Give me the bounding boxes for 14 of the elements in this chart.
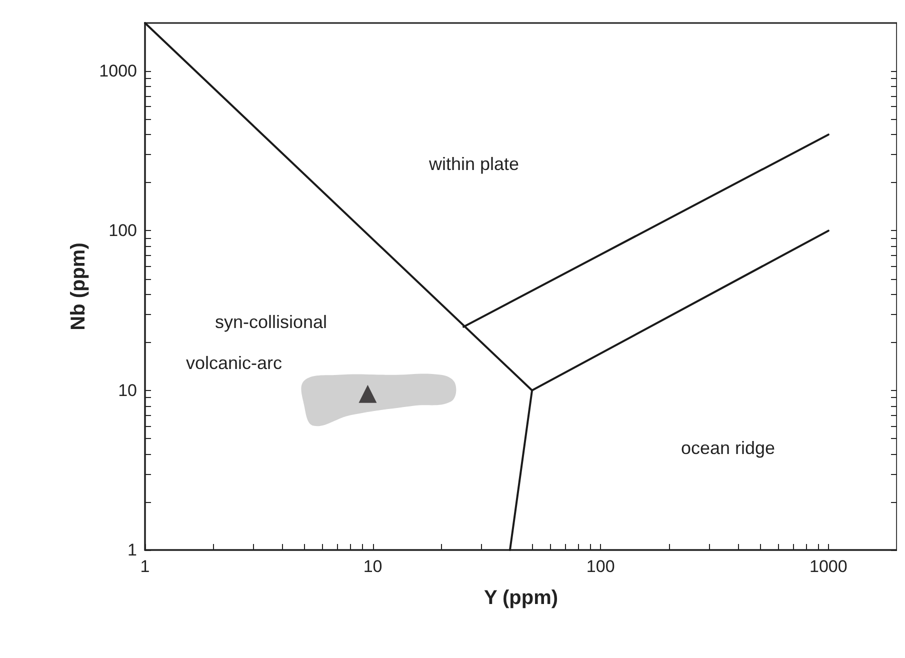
annotation: ocean ridge bbox=[681, 438, 776, 458]
x-tick-label: 10 bbox=[363, 557, 382, 576]
annotation: volcanic-arc bbox=[186, 353, 282, 373]
annotation: within plate bbox=[428, 154, 520, 174]
x-tick-label: 1000 bbox=[810, 557, 848, 576]
x-tick-label: 1 bbox=[140, 557, 150, 576]
annotation: syn-collisional bbox=[215, 312, 328, 332]
y-tick-label: 1000 bbox=[99, 62, 137, 81]
y-tick-label: 100 bbox=[108, 221, 137, 240]
x-axis-title: Y (ppm) bbox=[484, 587, 558, 609]
y-tick-label: 1 bbox=[128, 540, 137, 560]
y-axis-title: Nb (ppm) bbox=[67, 242, 90, 330]
y-tick-label: 10 bbox=[118, 380, 137, 400]
x-tick-label: 100 bbox=[586, 557, 615, 576]
